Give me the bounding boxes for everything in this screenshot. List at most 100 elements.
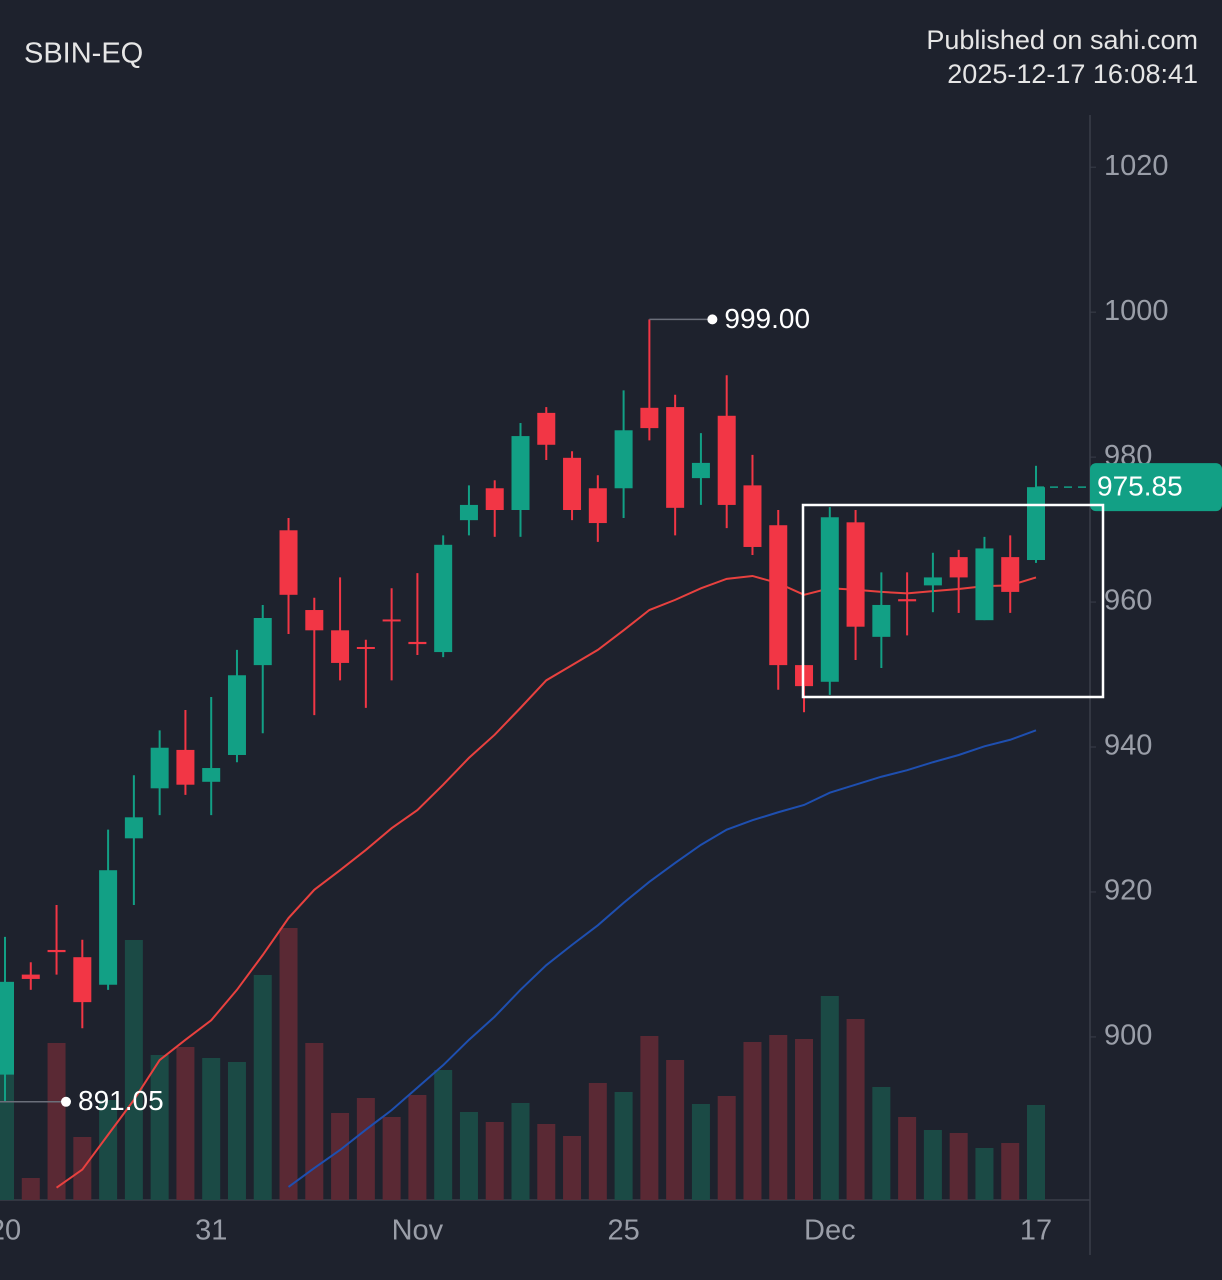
candle-body	[356, 646, 375, 649]
candle-body	[99, 870, 118, 985]
candle-body	[666, 407, 685, 508]
volume-bar	[640, 1036, 659, 1200]
volume-bar	[485, 1122, 504, 1200]
candle-body	[227, 675, 246, 755]
volume-bar	[588, 1083, 607, 1200]
volume-bar	[511, 1103, 530, 1200]
volume-bar	[666, 1060, 685, 1200]
volume-bar	[898, 1117, 917, 1200]
volume-bar	[1027, 1105, 1045, 1200]
candle-body	[691, 462, 710, 479]
volume-bar	[537, 1124, 556, 1200]
candle-body	[588, 488, 607, 524]
volume-bar	[743, 1042, 762, 1200]
candle-body	[898, 599, 917, 602]
candle-body	[717, 415, 736, 505]
volume-bar	[975, 1148, 994, 1200]
candle-body	[1001, 557, 1020, 592]
candle-body	[846, 522, 865, 627]
y-tick-label: 1000	[1104, 295, 1169, 327]
candle-body	[537, 412, 556, 445]
volume-bar	[227, 1062, 246, 1200]
x-tick-label: Dec	[804, 1215, 856, 1247]
candle-body	[743, 485, 762, 547]
candle-body	[150, 747, 169, 789]
candle-body	[253, 617, 272, 666]
published: Published on sahi.com	[926, 25, 1198, 55]
annotation-label: 891.05	[78, 1085, 164, 1116]
candle-body	[408, 641, 427, 645]
x-tick-label: 31	[195, 1215, 227, 1247]
volume-bar	[795, 1039, 814, 1200]
volume-bar	[717, 1096, 736, 1200]
annotation-dot	[707, 314, 718, 325]
moving-average	[55, 574, 1037, 1189]
volume-bar	[459, 1112, 478, 1200]
volume-bar	[176, 1047, 195, 1200]
volume-bar	[691, 1104, 710, 1200]
candle-body	[975, 548, 994, 621]
last-price-label: 975.85	[1097, 471, 1183, 502]
candle-body	[820, 517, 839, 682]
candle-body	[459, 504, 478, 521]
candle-body	[73, 957, 92, 1003]
y-tick-label: 900	[1104, 1020, 1152, 1052]
range-box	[801, 503, 1105, 699]
x-tick-label: 25	[607, 1215, 639, 1247]
candle-body	[640, 407, 659, 429]
candle-body	[769, 525, 788, 666]
volume-bar	[769, 1035, 788, 1200]
candle-body	[1027, 487, 1045, 561]
volume-bar	[846, 1019, 865, 1200]
volume-bar	[124, 940, 143, 1200]
x-tick-label: 20	[0, 1215, 21, 1247]
annotation-label: 999.00	[724, 303, 810, 334]
candle-body	[0, 981, 14, 1075]
volume-bar	[1001, 1143, 1020, 1200]
volume-bar	[563, 1136, 582, 1200]
volume-bar	[305, 1043, 324, 1200]
volume-bar	[202, 1058, 221, 1200]
candle-body	[202, 768, 221, 782]
volume-bar	[923, 1130, 942, 1200]
annotation-dot	[61, 1096, 71, 1107]
moving-average	[287, 729, 1037, 1188]
volume-bar	[150, 1055, 169, 1200]
candle-body	[331, 630, 350, 663]
volume-bar	[47, 1043, 66, 1200]
candle-body	[305, 610, 324, 631]
candle-body	[279, 530, 298, 595]
candle-body	[563, 457, 582, 511]
candle-body	[434, 544, 453, 653]
volume-bar	[949, 1133, 968, 1200]
candle-body	[176, 749, 195, 785]
volume-bar	[872, 1087, 891, 1200]
volume-bar	[331, 1113, 350, 1200]
candle-body	[124, 817, 143, 839]
y-tick-label: 940	[1104, 730, 1152, 762]
candle-body	[949, 557, 968, 578]
symbol: SBIN-EQ	[24, 38, 143, 70]
volume-bar	[279, 928, 298, 1200]
candle-body	[614, 430, 633, 489]
candle-body	[923, 577, 942, 586]
volume-bar	[21, 1178, 40, 1200]
volume-bar	[614, 1092, 633, 1200]
timestamp: 2025-12-17 16:08:41	[947, 59, 1198, 89]
last-price-tag	[1090, 463, 1222, 512]
candle-body	[485, 488, 504, 511]
volume-bar	[820, 996, 839, 1200]
candle-body	[872, 604, 891, 637]
candle-body	[511, 436, 530, 511]
candle-body	[21, 974, 40, 979]
volume-bar	[434, 1070, 453, 1200]
volume-bar	[253, 975, 272, 1200]
candle-body	[47, 949, 66, 953]
volume-bar	[356, 1098, 375, 1200]
volume-bar	[382, 1117, 401, 1200]
volume-bar	[408, 1095, 427, 1200]
volume-bar	[99, 1100, 118, 1200]
x-tick-label: Nov	[392, 1215, 444, 1247]
y-tick-label: 960	[1104, 585, 1152, 617]
